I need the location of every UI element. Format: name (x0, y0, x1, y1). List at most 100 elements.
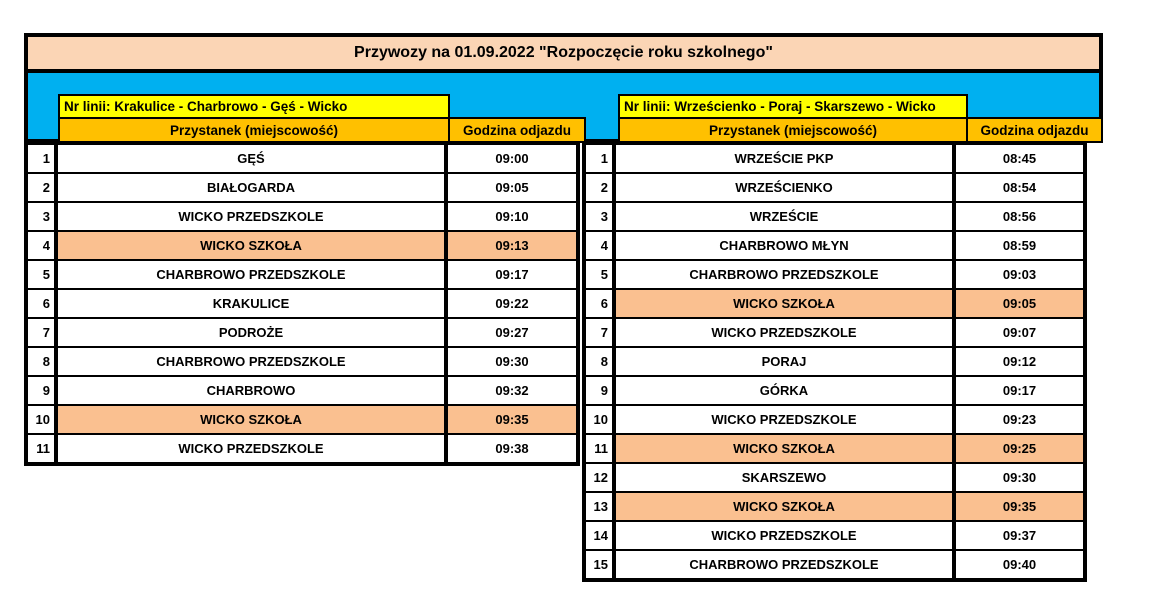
stop-name-cell: CHARBROWO PRZEDSZKOLE (612, 259, 956, 290)
departure-time-cell: 09:38 (445, 433, 579, 465)
table-row: 5 CHARBROWO PRZEDSZKOLE 09:17 (25, 259, 579, 290)
row-number-cell: 5 (583, 259, 615, 290)
stop-name-cell: WRZEŚCIENKO (612, 172, 956, 203)
row-number-cell: 3 (583, 201, 615, 232)
stop-name-cell: WICKO PRZEDSZKOLE (612, 317, 956, 348)
row-number-cell: 10 (25, 404, 57, 435)
table-row: 8 CHARBROWO PRZEDSZKOLE 09:30 (25, 346, 579, 377)
departure-time-cell: 08:56 (953, 201, 1086, 232)
departure-time-cell: 09:35 (953, 491, 1086, 522)
table-row: 11 WICKO PRZEDSZKOLE 09:38 (25, 433, 579, 465)
document-title-text: Przywozy na 01.09.2022 "Rozpoczęcie roku… (354, 44, 773, 61)
departure-time-cell: 09:27 (445, 317, 579, 348)
column-header-stop-right: Przystanek (miejscowość) (618, 117, 968, 143)
line-label-left: Nr linii: Krakulice - Charbrowo - Gęś - … (58, 94, 450, 119)
departure-time-cell: 09:30 (953, 462, 1086, 493)
row-number-cell: 4 (583, 230, 615, 261)
line-label-right: Nr linii: Wrześcienko - Poraj - Skarszew… (618, 94, 968, 119)
stop-name-cell: WRZEŚCIE PKP (612, 142, 956, 174)
departure-time-cell: 09:17 (953, 375, 1086, 406)
departure-time-cell: 09:12 (953, 346, 1086, 377)
row-number-cell: 14 (583, 520, 615, 551)
departure-time-cell: 09:05 (953, 288, 1086, 319)
column-header-stop-right-text: Przystanek (miejscowość) (708, 122, 878, 138)
table-row: 4 WICKO SZKOŁA 09:13 (25, 230, 579, 261)
table-row: 7 WICKO PRZEDSZKOLE 09:07 (583, 317, 1086, 348)
stop-name-cell: GÓRKA (612, 375, 956, 406)
table-row: 13 WICKO SZKOŁA 09:35 (583, 491, 1086, 522)
departure-time-cell: 09:07 (953, 317, 1086, 348)
table-row: 2 WRZEŚCIENKO 08:54 (583, 172, 1086, 203)
table-row: 9 CHARBROWO 09:32 (25, 375, 579, 406)
column-header-time-left: Godzina odjazdu (448, 117, 586, 143)
row-number-cell: 10 (583, 404, 615, 435)
table-row: 6 WICKO SZKOŁA 09:05 (583, 288, 1086, 319)
stop-name-cell: WICKO PRZEDSZKOLE (54, 433, 448, 465)
row-number-cell: 13 (583, 491, 615, 522)
departure-time-cell: 09:13 (445, 230, 579, 261)
table-row: 8 PORAJ 09:12 (583, 346, 1086, 377)
table-row: 1 GĘŚ 09:00 (25, 142, 579, 174)
row-number-cell: 11 (25, 433, 57, 465)
row-number-cell: 6 (583, 288, 615, 319)
row-number-cell: 8 (25, 346, 57, 377)
stop-name-cell: WICKO SZKOŁA (54, 404, 448, 435)
stop-name-cell: CHARBROWO PRZEDSZKOLE (54, 259, 448, 290)
table-row: 10 WICKO PRZEDSZKOLE 09:23 (583, 404, 1086, 435)
stop-name-cell: WICKO SZKOŁA (612, 491, 956, 522)
table-row: 11 WICKO SZKOŁA 09:25 (583, 433, 1086, 464)
row-number-cell: 2 (583, 172, 615, 203)
column-header-stop-left: Przystanek (miejscowość) (58, 117, 450, 143)
stop-name-cell: WICKO PRZEDSZKOLE (612, 520, 956, 551)
table-row: 10 WICKO SZKOŁA 09:35 (25, 404, 579, 435)
departure-time-cell: 09:03 (953, 259, 1086, 290)
stop-name-cell: KRAKULICE (54, 288, 448, 319)
stop-name-cell: WICKO PRZEDSZKOLE (54, 201, 448, 232)
table-row: 2 BIAŁOGARDA 09:05 (25, 172, 579, 203)
row-number-cell: 12 (583, 462, 615, 493)
row-number-cell: 5 (25, 259, 57, 290)
table-row: 12 SKARSZEWO 09:30 (583, 462, 1086, 493)
timetable-left: 1 GĘŚ 09:00 2 BIAŁOGARDA 09:05 3 WICKO PRZEDSZK… (24, 141, 580, 466)
stop-name-cell: CHARBROWO PRZEDSZKOLE (54, 346, 448, 377)
stop-name-cell: WRZEŚCIE (612, 201, 956, 232)
table-row: 15 CHARBROWO PRZEDSZKOLE 09:40 (583, 549, 1086, 581)
column-header-time-left-text: Godzina odjazdu (463, 122, 571, 138)
row-number-cell: 8 (583, 346, 615, 377)
departure-time-cell: 08:54 (953, 172, 1086, 203)
table-row: 14 WICKO PRZEDSZKOLE 09:37 (583, 520, 1086, 551)
row-number-cell: 6 (25, 288, 57, 319)
table-row: 4 CHARBROWO MŁYN 08:59 (583, 230, 1086, 261)
line-label-right-text: Nr linii: Wrześcienko - Poraj - Skarszew… (624, 99, 936, 114)
row-number-cell: 9 (583, 375, 615, 406)
row-number-cell: 2 (25, 172, 57, 203)
table-row: 1 WRZEŚCIE PKP 08:45 (583, 142, 1086, 174)
column-header-time-right-text: Godzina odjazdu (980, 122, 1089, 138)
stop-name-cell: WICKO PRZEDSZKOLE (612, 404, 956, 435)
row-number-cell: 1 (583, 142, 615, 174)
table-row: 7 PODROŻE 09:27 (25, 317, 579, 348)
departure-time-cell: 09:35 (445, 404, 579, 435)
stop-name-cell: GĘŚ (54, 142, 448, 174)
stop-name-cell: CHARBROWO (54, 375, 448, 406)
stop-name-cell: CHARBROWO PRZEDSZKOLE (612, 549, 956, 581)
departure-time-cell: 09:40 (953, 549, 1086, 581)
table-row: 6 KRAKULICE 09:22 (25, 288, 579, 319)
stop-name-cell: BIAŁOGARDA (54, 172, 448, 203)
table-row: 3 WICKO PRZEDSZKOLE 09:10 (25, 201, 579, 232)
table-row: 9 GÓRKA 09:17 (583, 375, 1086, 406)
stop-name-cell: WICKO SZKOŁA (612, 433, 956, 464)
row-number-cell: 11 (583, 433, 615, 464)
departure-time-cell: 09:30 (445, 346, 579, 377)
departure-time-cell: 09:10 (445, 201, 579, 232)
stop-name-cell: SKARSZEWO (612, 462, 956, 493)
table-row: 5 CHARBROWO PRZEDSZKOLE 09:03 (583, 259, 1086, 290)
line-label-left-text: Nr linii: Krakulice - Charbrowo - Gęś - … (64, 99, 348, 114)
row-number-cell: 4 (25, 230, 57, 261)
column-header-time-right: Godzina odjazdu (966, 117, 1103, 143)
stop-name-cell: WICKO SZKOŁA (54, 230, 448, 261)
row-number-cell: 3 (25, 201, 57, 232)
row-number-cell: 7 (25, 317, 57, 348)
departure-time-cell: 08:59 (953, 230, 1086, 261)
